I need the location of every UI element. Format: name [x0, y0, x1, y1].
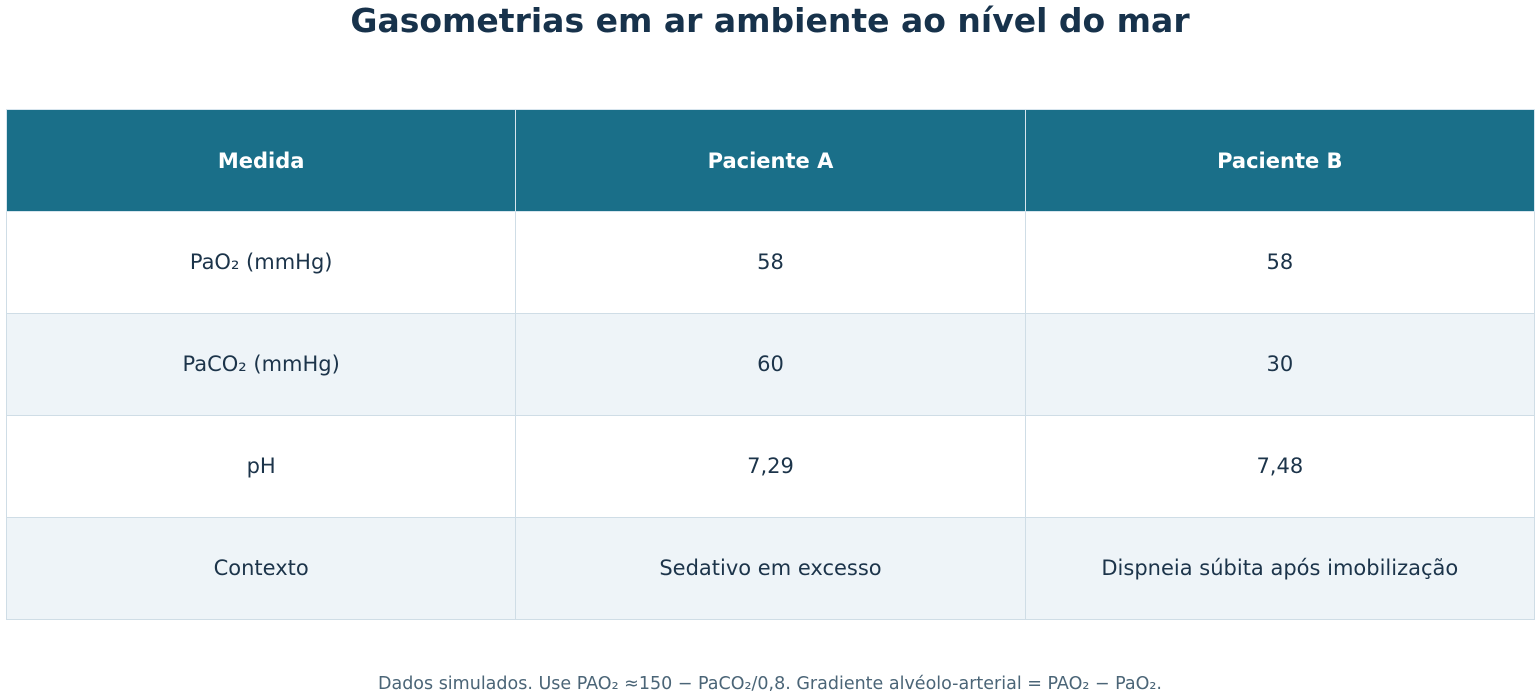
measure-cell: PaCO₂ (mmHg) — [5, 313, 517, 416]
column-header-patient-a: Paciente A — [515, 109, 1026, 212]
measure-cell: Contexto — [5, 517, 517, 620]
patient-b-cell: 58 — [1024, 211, 1536, 314]
table-body: PaO₂ (mmHg) 58 58 PaCO₂ (mmHg) 60 30 pH … — [5, 211, 1536, 620]
table-header: Medida Paciente A Paciente B — [5, 109, 1536, 212]
table-row: Contexto Sedativo em excesso Dispneia sú… — [5, 517, 1536, 620]
measure-cell: PaO₂ (mmHg) — [5, 211, 517, 314]
header-row: Medida Paciente A Paciente B — [5, 109, 1536, 212]
measure-cell: pH — [5, 415, 517, 518]
column-header-patient-b: Paciente B — [1024, 109, 1536, 212]
table-row: pH 7,29 7,48 — [5, 415, 1536, 518]
patient-a-cell: 58 — [515, 211, 1026, 314]
blood-gas-table: Medida Paciente A Paciente B PaO₂ (mmHg)… — [5, 109, 1536, 620]
table-footnote: Dados simulados. Use PAO₂ ≈150 − PaCO₂/0… — [378, 674, 1162, 694]
column-header-measure: Medida — [5, 109, 517, 212]
chart-title: Gasometrias em ar ambiente ao nível do m… — [350, 1, 1190, 40]
patient-b-cell: 7,48 — [1024, 415, 1536, 518]
patient-a-cell: 60 — [515, 313, 1026, 416]
table-row: PaCO₂ (mmHg) 60 30 — [5, 313, 1536, 416]
patient-b-cell: 30 — [1024, 313, 1536, 416]
patient-a-cell: 7,29 — [515, 415, 1026, 518]
table-row: PaO₂ (mmHg) 58 58 — [5, 211, 1536, 314]
patient-a-cell: Sedativo em excesso — [515, 517, 1026, 620]
patient-b-cell: Dispneia súbita após imobilização — [1024, 517, 1536, 620]
